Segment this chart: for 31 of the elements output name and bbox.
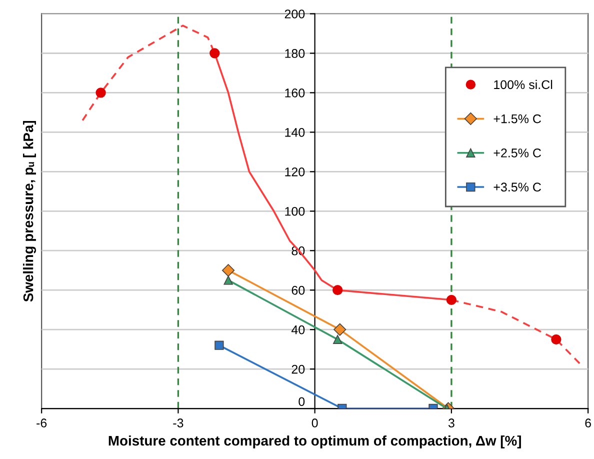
point (222, 264, 235, 277)
point (333, 334, 342, 344)
point (334, 323, 346, 336)
y-tick-label: 180 (285, 49, 305, 58)
y-tick-label: 60 (292, 286, 305, 295)
y-tick-label: 20 (292, 364, 305, 374)
legend-label: 100% si.Cl (494, 80, 552, 90)
x-axis-title: Moisture content compared to optimum of compaction, Δw [%] (108, 435, 521, 448)
point (214, 340, 224, 350)
y-tick-label: 140 (285, 128, 305, 137)
legend-label: +3.5% C (494, 182, 541, 192)
legend-label: +1.5% C (494, 114, 541, 124)
point (210, 48, 220, 58)
y-tick-label: 100 (285, 206, 305, 216)
legend-label: +2.5% C (494, 148, 541, 158)
y-tick-label: 0 (298, 397, 305, 406)
x-tick-label: -6 (36, 418, 47, 428)
y-axis-title: Swelling pressure, pᵤ [ kPa] (23, 120, 36, 302)
point (446, 294, 457, 306)
y-tick-label: 40 (291, 325, 305, 334)
y-tick-label: 200 (284, 10, 305, 18)
y-tick-label: 160 (285, 88, 305, 98)
x-tick-label: 0 (312, 418, 318, 428)
x-tick-label: -3 (173, 418, 184, 428)
x-tick-label: 6 (585, 418, 591, 428)
point (551, 334, 562, 345)
x-tick-label: 3 (448, 418, 454, 428)
y-tick-label: 120 (285, 167, 305, 176)
point (224, 276, 233, 285)
point (332, 285, 343, 296)
point (96, 88, 106, 98)
